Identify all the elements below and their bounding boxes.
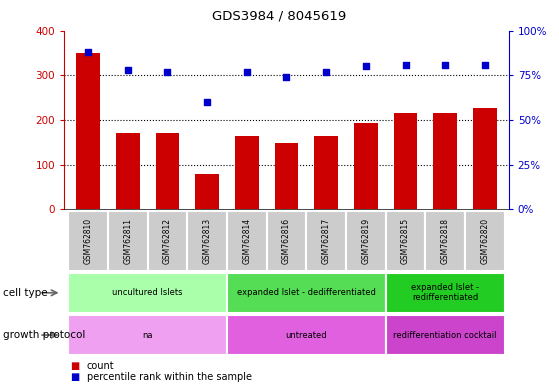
Point bbox=[480, 61, 489, 68]
Bar bbox=[473, 108, 497, 209]
Bar bbox=[274, 143, 299, 209]
Bar bbox=[425, 211, 465, 271]
Bar bbox=[314, 136, 338, 209]
Text: expanded Islet - dedifferentiated: expanded Islet - dedifferentiated bbox=[237, 288, 376, 297]
Point bbox=[361, 63, 370, 70]
Bar bbox=[386, 273, 505, 313]
Text: uncultured Islets: uncultured Islets bbox=[112, 288, 183, 297]
Bar bbox=[386, 211, 425, 271]
Bar bbox=[68, 315, 227, 355]
Bar bbox=[354, 123, 378, 209]
Bar bbox=[394, 113, 418, 209]
Bar bbox=[155, 133, 179, 209]
Point bbox=[440, 61, 449, 68]
Bar bbox=[116, 133, 140, 209]
Bar bbox=[465, 211, 505, 271]
Text: GSM762820: GSM762820 bbox=[480, 218, 489, 264]
Bar bbox=[195, 174, 219, 209]
Text: na: na bbox=[143, 331, 153, 339]
Text: redifferentiation cocktail: redifferentiation cocktail bbox=[394, 331, 497, 339]
Bar bbox=[227, 211, 267, 271]
Text: ■: ■ bbox=[70, 372, 79, 382]
Text: expanded Islet -
redifferentiated: expanded Islet - redifferentiated bbox=[411, 283, 479, 303]
Text: GSM762811: GSM762811 bbox=[124, 218, 132, 264]
Bar bbox=[187, 211, 227, 271]
Text: GSM762816: GSM762816 bbox=[282, 218, 291, 264]
Text: GSM762810: GSM762810 bbox=[84, 218, 93, 264]
Text: GSM762813: GSM762813 bbox=[202, 218, 212, 264]
Text: cell type: cell type bbox=[3, 288, 48, 298]
Bar bbox=[346, 211, 386, 271]
Text: GSM762817: GSM762817 bbox=[321, 218, 331, 264]
Text: GSM762814: GSM762814 bbox=[242, 218, 252, 264]
Bar bbox=[267, 211, 306, 271]
Bar bbox=[306, 211, 346, 271]
Text: untreated: untreated bbox=[286, 331, 327, 339]
Bar bbox=[235, 136, 259, 209]
Text: ■: ■ bbox=[70, 361, 79, 371]
Text: GSM762818: GSM762818 bbox=[440, 218, 449, 264]
Bar bbox=[227, 315, 386, 355]
Bar bbox=[227, 273, 386, 313]
Text: GSM762819: GSM762819 bbox=[361, 218, 371, 264]
Bar bbox=[76, 53, 100, 209]
Bar bbox=[148, 211, 187, 271]
Point bbox=[163, 69, 172, 75]
Point bbox=[401, 61, 410, 68]
Text: growth protocol: growth protocol bbox=[3, 330, 85, 340]
Bar bbox=[68, 273, 227, 313]
Point bbox=[124, 67, 132, 73]
Bar bbox=[433, 113, 457, 209]
Point bbox=[282, 74, 291, 80]
Point bbox=[321, 69, 330, 75]
Text: percentile rank within the sample: percentile rank within the sample bbox=[87, 372, 252, 382]
Bar bbox=[108, 211, 148, 271]
Point bbox=[243, 69, 252, 75]
Text: GDS3984 / 8045619: GDS3984 / 8045619 bbox=[212, 10, 347, 23]
Text: count: count bbox=[87, 361, 114, 371]
Bar bbox=[386, 315, 505, 355]
Point bbox=[203, 99, 212, 105]
Text: GSM762815: GSM762815 bbox=[401, 218, 410, 264]
Point bbox=[84, 49, 93, 55]
Bar bbox=[68, 211, 108, 271]
Text: GSM762812: GSM762812 bbox=[163, 218, 172, 264]
